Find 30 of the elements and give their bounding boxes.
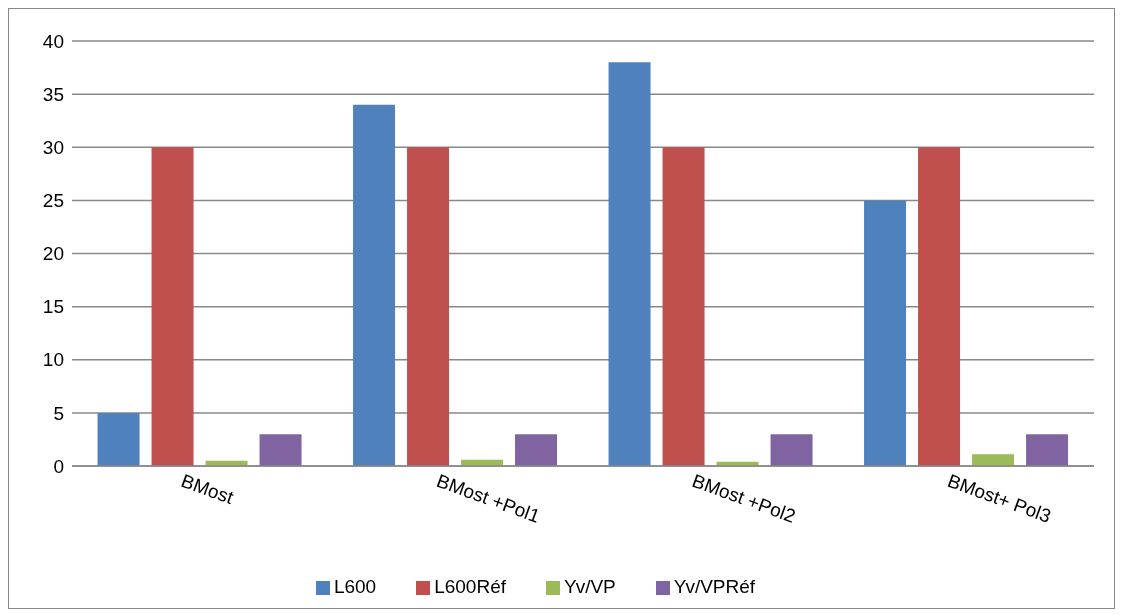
bar	[662, 147, 705, 466]
y-tick-label: 5	[53, 402, 64, 424]
y-tick-label: 20	[42, 243, 64, 265]
bar	[259, 434, 302, 466]
y-tick-label: 40	[42, 30, 64, 52]
bar	[407, 147, 450, 466]
y-tick-label: 30	[42, 136, 64, 158]
bar	[151, 147, 194, 466]
bar	[864, 200, 907, 466]
legend-label: L600	[333, 576, 377, 597]
x-tick-label: BMost +Pol1	[433, 470, 543, 527]
bar	[770, 434, 813, 466]
x-tick-label: BMost+ Pol3	[944, 470, 1054, 527]
x-tick-label: BMost	[178, 470, 237, 509]
legend-label: Yv/VPRéf	[673, 576, 756, 597]
legend-label: L600Réf	[434, 576, 507, 597]
bar	[918, 147, 961, 466]
y-tick-label: 25	[42, 190, 64, 212]
bar	[608, 62, 651, 466]
y-tick-label: 10	[42, 349, 64, 371]
y-tick-label: 0	[53, 455, 64, 477]
legend-label: Yv/VP	[564, 576, 616, 597]
bar	[972, 454, 1015, 466]
bar	[515, 434, 558, 466]
bar	[353, 104, 396, 466]
x-tick-label: BMost +Pol2	[689, 470, 799, 527]
y-tick-label: 35	[42, 83, 64, 105]
y-tick-label: 15	[42, 296, 64, 318]
bar	[97, 412, 140, 466]
bar	[1026, 434, 1069, 466]
